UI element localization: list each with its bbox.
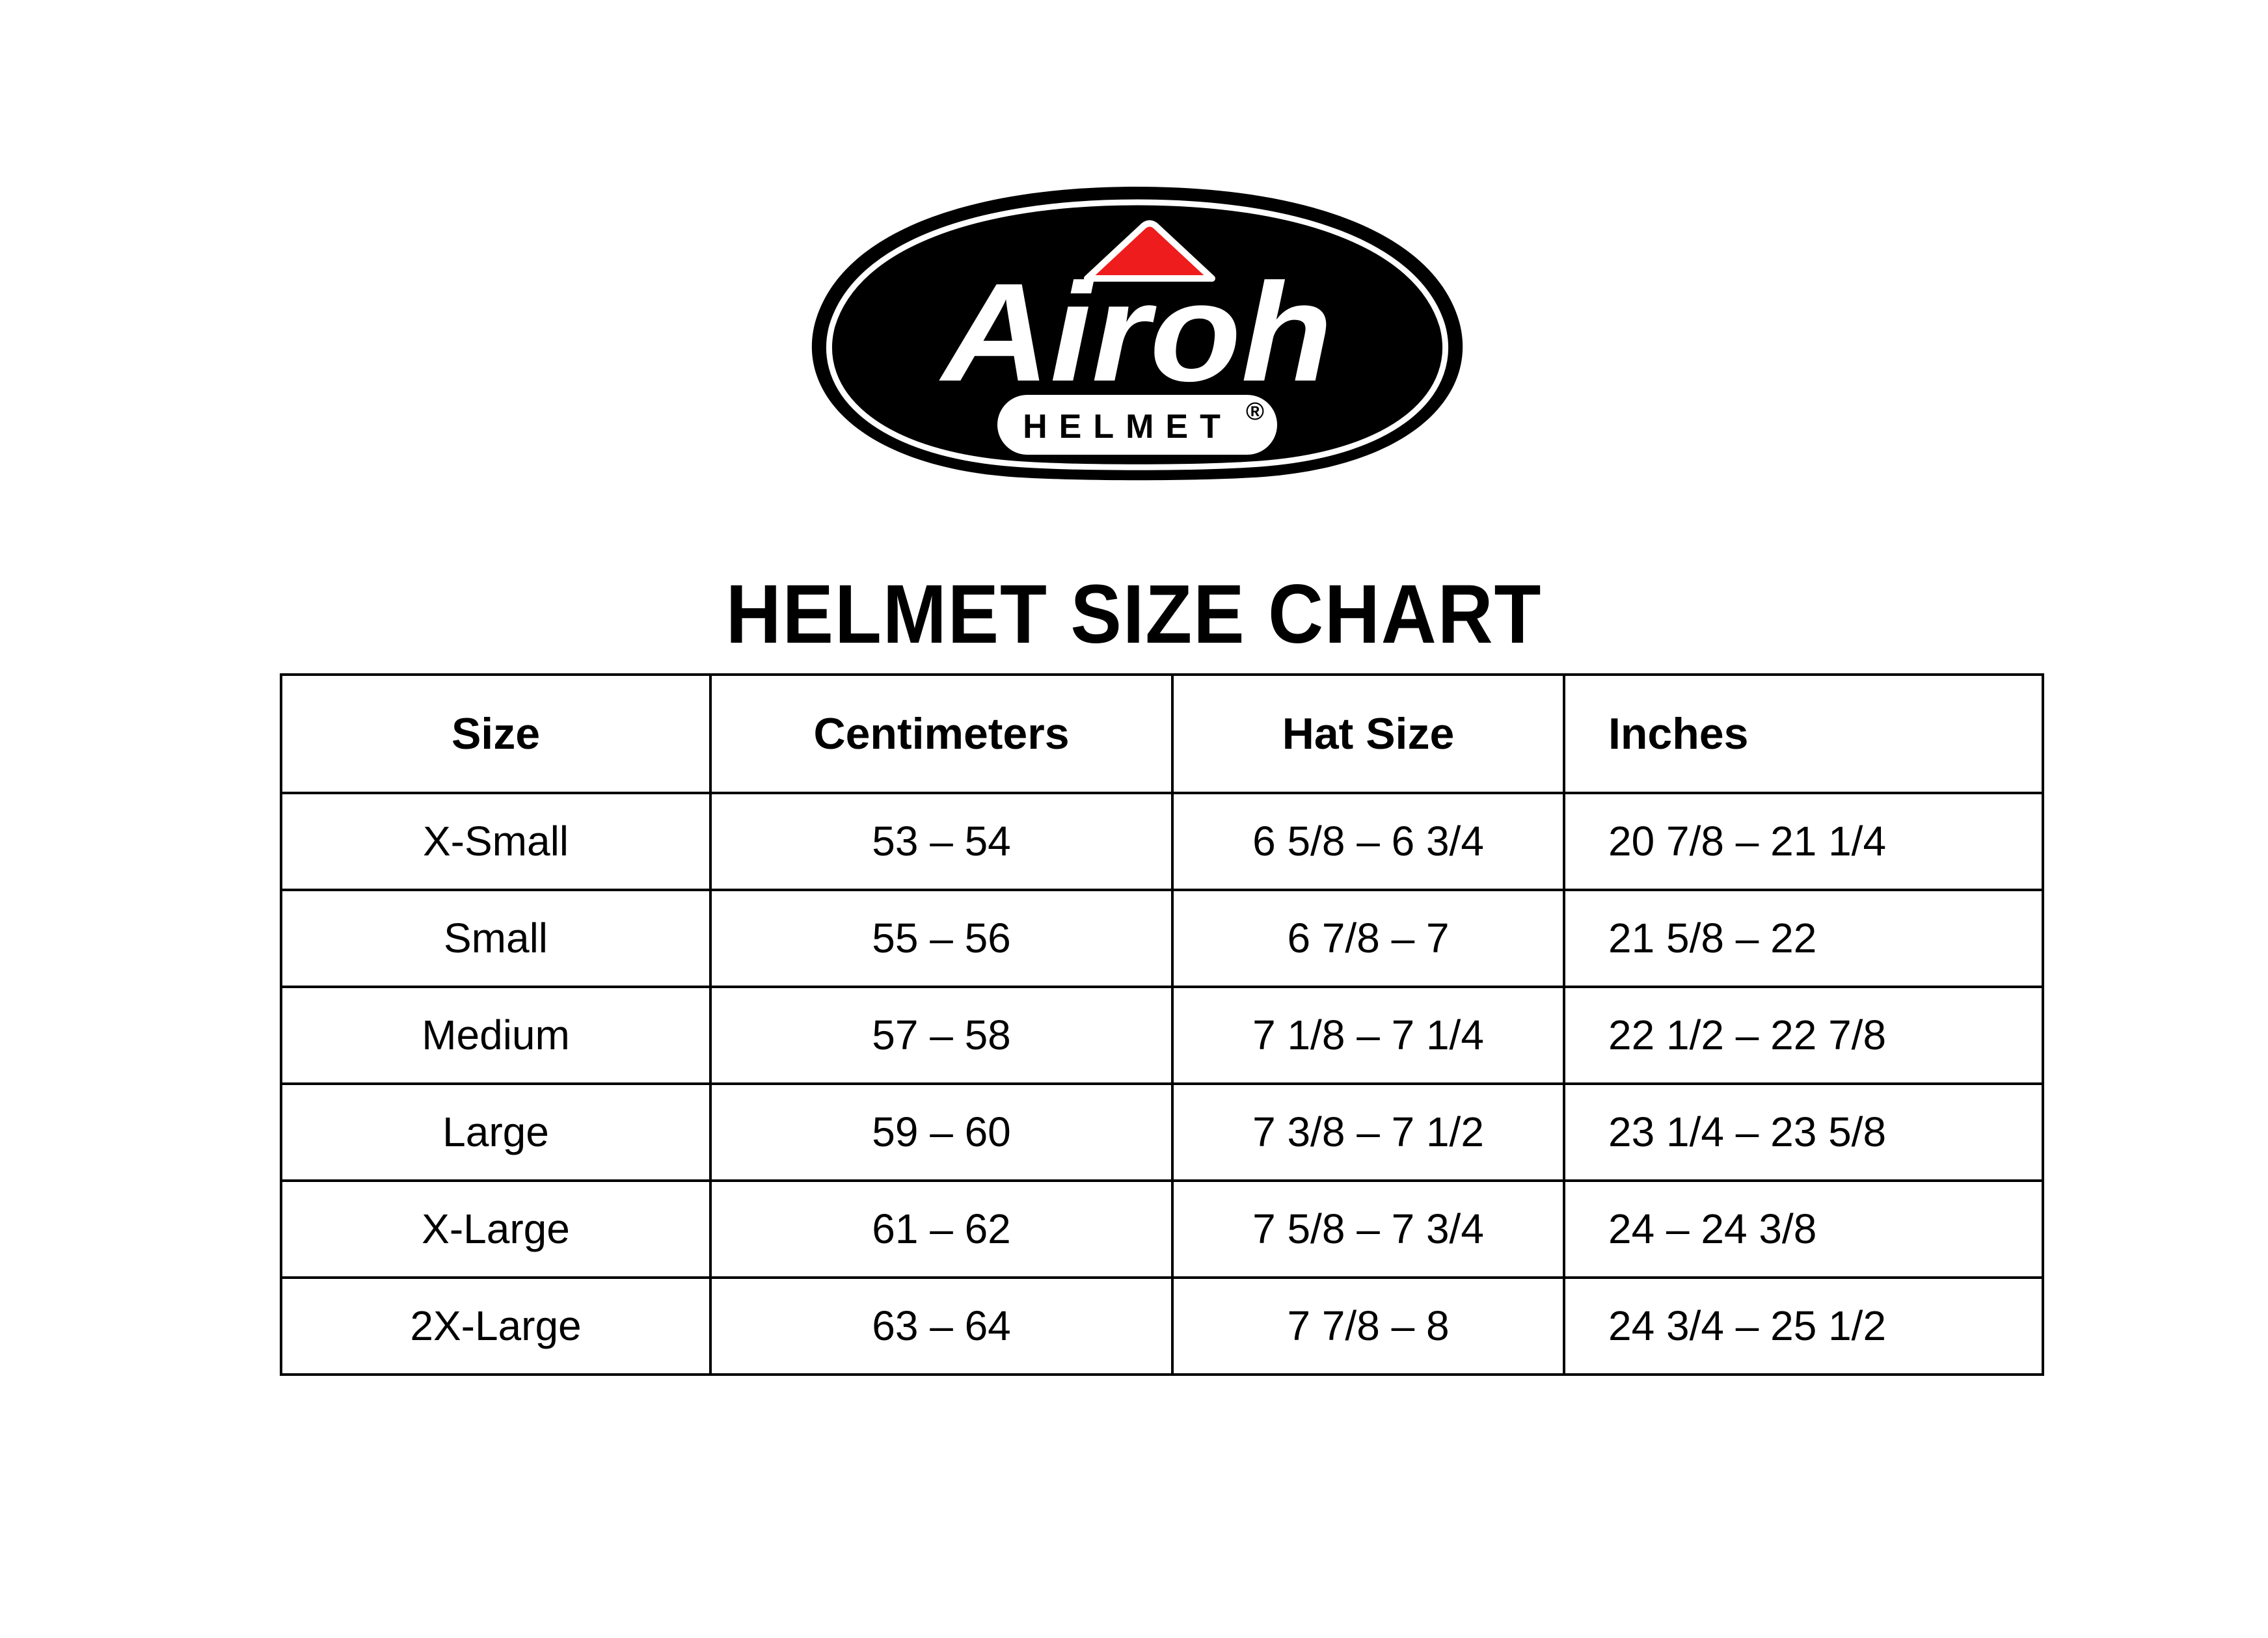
cell-size: X-Small	[280, 792, 712, 891]
cell-inches: 22 1/2 – 22 7/8	[1563, 986, 2044, 1085]
logo-wordmark: Airoh	[939, 254, 1332, 410]
table-header-row: Size Centimeters Hat Size Inches	[280, 673, 2044, 794]
cell-inches: 24 – 24 3/8	[1563, 1179, 2044, 1279]
cell-size: Large	[280, 1082, 712, 1182]
column-header-size: Size	[280, 673, 712, 794]
cell-inches: 23 1/4 – 23 5/8	[1563, 1082, 2044, 1182]
cell-size: Medium	[280, 986, 712, 1085]
airoh-brand-logo: Airoh HELMET ®	[809, 185, 1466, 481]
logo-banner-pill	[997, 395, 1277, 455]
table-row: Medium 57 – 58 7 1/8 – 7 1/4 22 1/2 – 22…	[280, 986, 2044, 1085]
column-header-inches: Inches	[1563, 673, 2044, 794]
cell-centimeters: 63 – 64	[709, 1276, 1174, 1376]
cell-hat-size: 7 7/8 – 8	[1171, 1276, 1565, 1376]
table-row: 2X-Large 63 – 64 7 7/8 – 8 24 3/4 – 25 1…	[280, 1276, 2044, 1376]
column-header-hat-size: Hat Size	[1171, 673, 1565, 794]
table-body: X-Small 53 – 54 6 5/8 – 6 3/4 20 7/8 – 2…	[280, 792, 2044, 1376]
table-row: X-Large 61 – 62 7 5/8 – 7 3/4 24 – 24 3/…	[280, 1179, 2044, 1279]
cell-centimeters: 57 – 58	[709, 986, 1174, 1085]
cell-hat-size: 7 3/8 – 7 1/2	[1171, 1082, 1565, 1182]
logo-shell-outer	[811, 187, 1463, 481]
cell-centimeters: 55 – 56	[709, 889, 1174, 988]
cell-hat-size: 6 5/8 – 6 3/4	[1171, 792, 1565, 891]
cell-inches: 24 3/4 – 25 1/2	[1563, 1276, 2044, 1376]
logo-tagline: HELMET	[1023, 408, 1232, 446]
cell-inches: 21 5/8 – 22	[1563, 889, 2044, 988]
cell-inches: 20 7/8 – 21 1/4	[1563, 792, 2044, 891]
page-title: HELMET SIZE CHART	[725, 567, 1543, 661]
cell-centimeters: 61 – 62	[709, 1179, 1174, 1279]
cell-centimeters: 53 – 54	[709, 792, 1174, 891]
logo-shell-ring	[826, 199, 1448, 470]
airoh-logo-svg: Airoh HELMET ®	[811, 187, 1463, 481]
cell-centimeters: 59 – 60	[709, 1082, 1174, 1182]
registered-trademark-icon: ®	[1246, 398, 1264, 425]
column-header-centimeters: Centimeters	[709, 673, 1174, 794]
cell-hat-size: 7 5/8 – 7 3/4	[1171, 1179, 1565, 1279]
table-header: Size Centimeters Hat Size Inches	[280, 673, 2044, 794]
table-row: X-Small 53 – 54 6 5/8 – 6 3/4 20 7/8 – 2…	[280, 792, 2044, 891]
cell-size: X-Large	[280, 1179, 712, 1279]
table-row: Large 59 – 60 7 3/8 – 7 1/2 23 1/4 – 23 …	[280, 1082, 2044, 1182]
cell-hat-size: 7 1/8 – 7 1/4	[1171, 986, 1565, 1085]
cell-size: Small	[280, 889, 712, 988]
helmet-size-chart-table: Size Centimeters Hat Size Inches X-Small…	[280, 673, 2044, 1376]
cell-size: 2X-Large	[280, 1276, 712, 1376]
table-row: Small 55 – 56 6 7/8 – 7 21 5/8 – 22	[280, 889, 2044, 988]
logo-accent-triangle	[1084, 220, 1215, 282]
cell-hat-size: 6 7/8 – 7	[1171, 889, 1565, 988]
